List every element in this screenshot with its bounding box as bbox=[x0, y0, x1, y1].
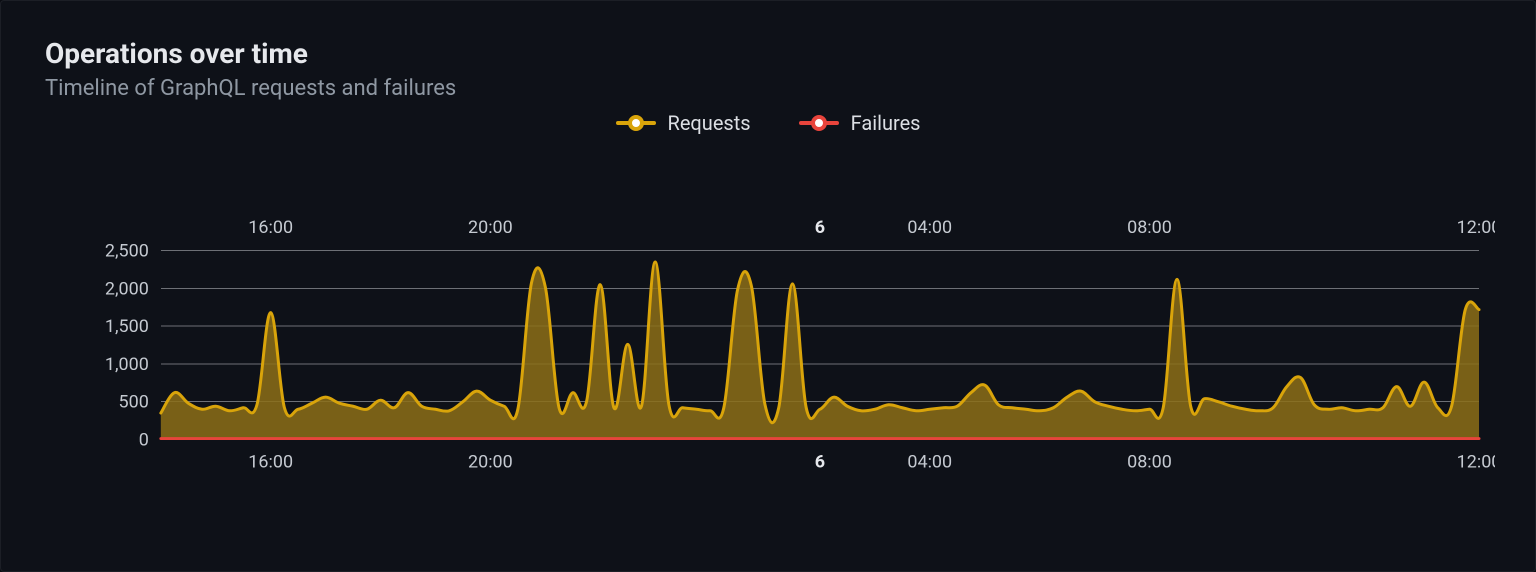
svg-text:12:00: 12:00 bbox=[1457, 217, 1495, 238]
legend-dot-requests bbox=[628, 115, 644, 131]
svg-text:08:00: 08:00 bbox=[1127, 451, 1172, 472]
svg-text:6: 6 bbox=[815, 451, 825, 472]
legend-marker-failures bbox=[799, 116, 839, 130]
svg-text:0: 0 bbox=[139, 429, 149, 450]
svg-text:04:00: 04:00 bbox=[907, 451, 952, 472]
svg-text:1,000: 1,000 bbox=[105, 354, 149, 375]
svg-text:08:00: 08:00 bbox=[1127, 217, 1172, 238]
svg-text:500: 500 bbox=[119, 392, 149, 413]
panel-title: Operations over time bbox=[45, 37, 1511, 70]
legend-marker-requests bbox=[616, 116, 656, 130]
svg-text:20:00: 20:00 bbox=[468, 217, 513, 238]
chart-panel: Operations over time Timeline of GraphQL… bbox=[0, 0, 1536, 572]
legend-item-requests[interactable]: Requests bbox=[616, 111, 751, 135]
svg-text:16:00: 16:00 bbox=[248, 451, 293, 472]
panel-subtitle: Timeline of GraphQL requests and failure… bbox=[45, 76, 1511, 101]
legend-dot-failures bbox=[811, 115, 827, 131]
svg-text:12:00: 12:00 bbox=[1457, 451, 1495, 472]
svg-text:6: 6 bbox=[815, 217, 825, 238]
chart-svg: 0 500 1,000 1,500 2,000 2,500 16:00 20:00 6 04:00… bbox=[41, 201, 1495, 511]
svg-text:2,500: 2,500 bbox=[105, 241, 149, 262]
svg-text:20:00: 20:00 bbox=[468, 451, 513, 472]
svg-text:2,000: 2,000 bbox=[105, 278, 149, 299]
chart-area: 0 500 1,000 1,500 2,000 2,500 16:00 20:00 6 04:00… bbox=[41, 201, 1495, 511]
legend-label-requests: Requests bbox=[668, 111, 751, 135]
svg-text:04:00: 04:00 bbox=[907, 217, 952, 238]
legend-label-failures: Failures bbox=[851, 111, 921, 135]
svg-text:16:00: 16:00 bbox=[248, 217, 293, 238]
svg-text:1,500: 1,500 bbox=[105, 316, 149, 337]
chart-legend: Requests Failures bbox=[25, 111, 1511, 135]
legend-item-failures[interactable]: Failures bbox=[799, 111, 921, 135]
